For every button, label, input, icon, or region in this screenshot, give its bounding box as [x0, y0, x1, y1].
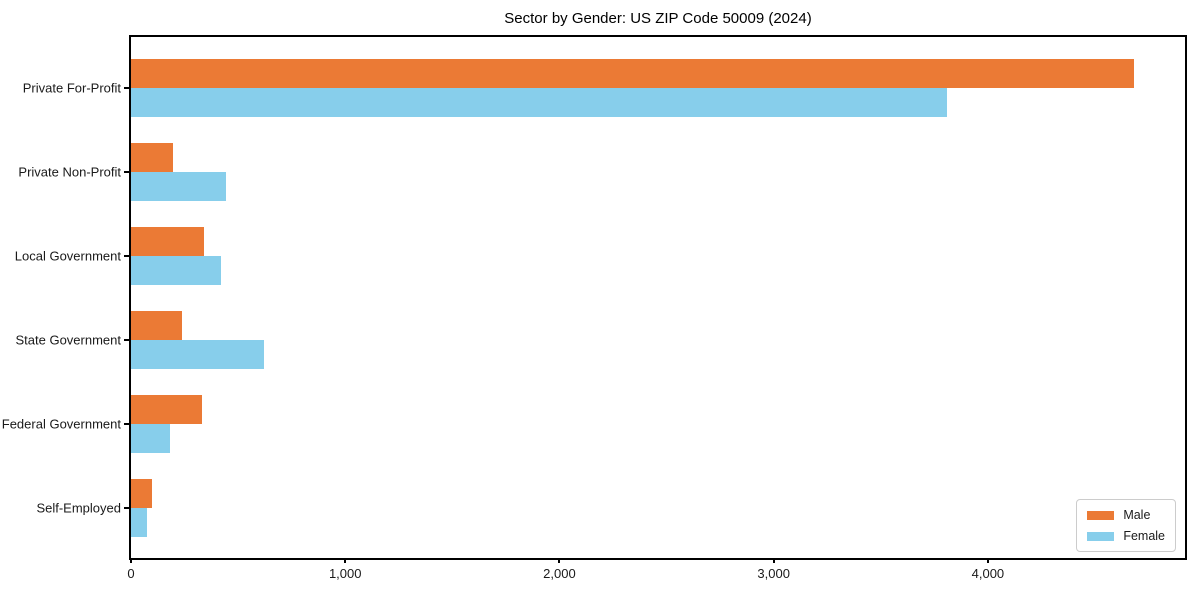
bar-male-federal-government: [131, 395, 202, 424]
x-tick-mark: [772, 558, 775, 563]
bar-male-state-government: [131, 311, 183, 340]
bar-male-private-non-profit: [131, 143, 173, 172]
bar-male-private-for-profit: [131, 59, 1134, 88]
bar-female-private-for-profit: [131, 88, 948, 117]
legend-label-male: Male: [1123, 508, 1151, 522]
y-axis-label-self-employed: Self-Employed: [36, 500, 121, 516]
x-axis-tick-label-1-000: 1,000: [328, 566, 362, 581]
y-tick-mark: [124, 339, 129, 341]
bar-female-self-employed: [131, 508, 148, 537]
y-tick-mark: [124, 507, 129, 509]
x-axis-tick-label-2-000: 2,000: [543, 566, 576, 581]
bar-female-state-government: [131, 340, 264, 369]
x-tick-mark: [558, 558, 561, 563]
x-tick-mark: [986, 558, 989, 563]
y-axis-label-state-government: State Government: [15, 332, 122, 348]
y-tick-mark: [124, 255, 129, 257]
y-tick-mark: [124, 423, 129, 425]
chart-title: Sector by Gender: US ZIP Code 50009 (202…: [504, 10, 812, 27]
bar-male-self-employed: [131, 479, 153, 508]
legend-swatch-female: [1087, 531, 1115, 541]
legend-entry-male: Male: [1087, 508, 1165, 522]
bar-male-local-government: [131, 227, 204, 256]
y-tick-mark: [124, 87, 129, 89]
y-axis-label-private-for-profit: Private For-Profit: [22, 80, 121, 96]
y-axis-label-local-government: Local Government: [14, 248, 121, 264]
y-axis-label-private-non-profit: Private Non-Profit: [18, 164, 121, 180]
plot-area: [129, 35, 1187, 560]
legend: Male Female: [1076, 499, 1176, 552]
x-tick-mark: [130, 558, 132, 563]
x-tick-mark: [344, 558, 347, 563]
legend-swatch-male: [1087, 510, 1115, 520]
x-axis-tick-label-0: 0: [127, 566, 135, 581]
y-axis-label-federal-government: Federal Government: [1, 416, 121, 432]
bar-female-private-non-profit: [131, 172, 227, 201]
x-axis-tick-label-4-000: 4,000: [971, 566, 1005, 581]
y-tick-mark: [124, 171, 129, 173]
x-axis-tick-label-3-000: 3,000: [757, 566, 790, 581]
legend-label-female: Female: [1123, 529, 1165, 543]
bar-female-federal-government: [131, 424, 170, 453]
legend-entry-female: Female: [1087, 529, 1165, 543]
bar-female-local-government: [131, 256, 221, 285]
